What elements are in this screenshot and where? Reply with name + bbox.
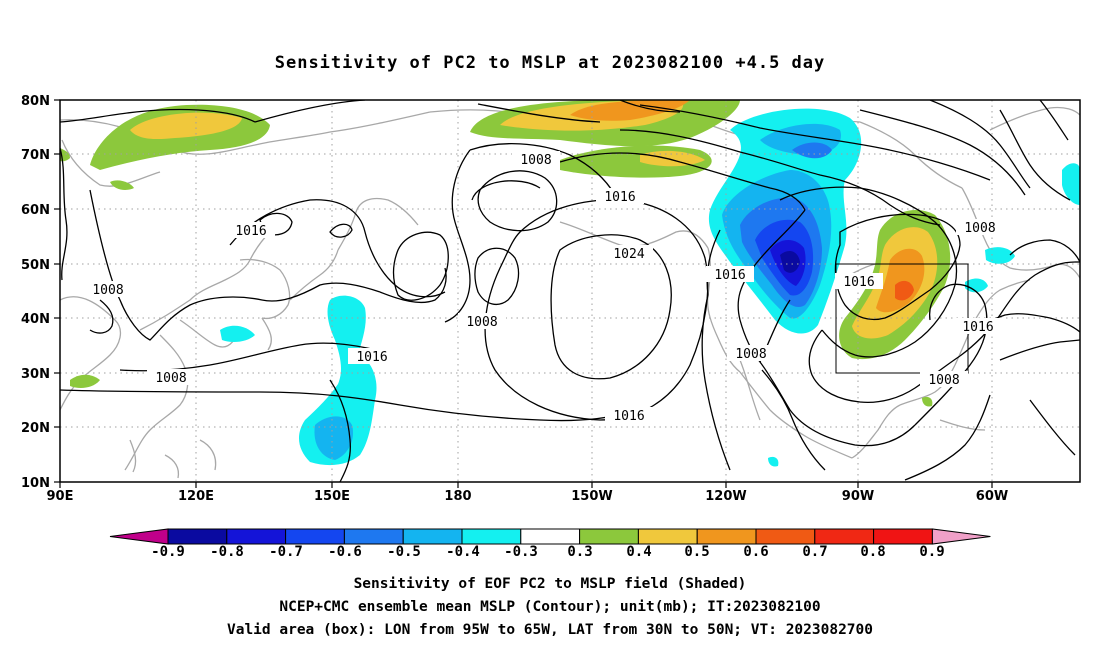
svg-text:1008: 1008 xyxy=(735,347,766,362)
svg-text:1016: 1016 xyxy=(356,350,387,365)
lat-label: 80N xyxy=(21,94,50,109)
colorbar-label: -0.8 xyxy=(210,544,244,560)
colorbar-box xyxy=(226,528,287,545)
svg-text:1016: 1016 xyxy=(962,320,993,335)
contour-label: 1008 xyxy=(147,369,195,386)
colorbar-boxes xyxy=(109,528,991,545)
contour-label: 1016 xyxy=(348,348,396,365)
map-title: Sensitivity of PC2 to MSLP at 2023082100… xyxy=(275,53,826,73)
svg-text:1008: 1008 xyxy=(520,153,551,168)
lat-label: 40N xyxy=(21,312,50,327)
svg-text:1016: 1016 xyxy=(235,224,266,239)
lat-label: 60N xyxy=(21,203,50,218)
colorbar-label: -0.4 xyxy=(446,544,480,560)
contour-label: 1016 xyxy=(706,266,754,283)
colorbar-label: 0.6 xyxy=(743,544,768,560)
lon-label: 90W xyxy=(842,489,874,504)
svg-text:1016: 1016 xyxy=(613,409,644,424)
colorbar-box xyxy=(814,528,875,545)
contour-label: 1008 xyxy=(458,313,506,330)
colorbar: -0.9 -0.8 -0.7 -0.6 -0.5 -0.4 -0.3 0.3 0… xyxy=(109,528,991,560)
contour-label: 1008 xyxy=(956,219,1004,236)
colorbar-box xyxy=(579,528,639,545)
svg-text:1008: 1008 xyxy=(92,283,123,298)
contour-label: 1024 xyxy=(605,245,653,262)
colorbar-labels: -0.9 -0.8 -0.7 -0.6 -0.5 -0.4 -0.3 0.3 0… xyxy=(151,544,945,560)
colorbar-label: 0.3 xyxy=(567,544,592,560)
lon-label: 90E xyxy=(47,489,74,504)
contour-label: 1008 xyxy=(920,371,968,388)
lon-label: 150E xyxy=(314,489,350,504)
svg-text:1008: 1008 xyxy=(928,373,959,388)
colorbar-box xyxy=(285,528,345,545)
contour-label: 1008 xyxy=(84,281,132,298)
colorbar-label: 0.9 xyxy=(919,544,944,560)
contour-label: 1008 xyxy=(512,151,560,168)
colorbar-box xyxy=(755,528,816,545)
svg-text:1008: 1008 xyxy=(155,371,186,386)
svg-text:1008: 1008 xyxy=(964,221,995,236)
contour-label: 1016 xyxy=(954,318,1002,335)
lon-label: 180 xyxy=(444,489,471,504)
colorbar-label: -0.3 xyxy=(504,544,538,560)
colorbar-label: -0.7 xyxy=(269,544,303,560)
lon-label: 60W xyxy=(976,489,1008,504)
colorbar-label: 0.8 xyxy=(860,544,885,560)
lon-label: 120W xyxy=(705,489,746,504)
lat-axis: 80N 70N 60N 50N 40N 30N 20N 10N xyxy=(21,94,60,491)
colorbar-label: 0.7 xyxy=(802,544,827,560)
colorbar-box xyxy=(696,528,757,545)
caption-line-1: Sensitivity of EOF PC2 to MSLP field (Sh… xyxy=(354,576,747,592)
contour-label: 1016 xyxy=(605,407,653,424)
lon-label: 120E xyxy=(178,489,214,504)
colorbar-label: 0.4 xyxy=(626,544,651,560)
lat-label: 30N xyxy=(21,367,50,382)
contour-label: 1016 xyxy=(227,222,275,239)
lon-label: 150W xyxy=(571,489,612,504)
contour-label: 1016 xyxy=(596,188,644,205)
caption-line-3: Valid area (box): LON from 95W to 65W, L… xyxy=(227,622,873,638)
colorbar-label: -0.5 xyxy=(387,544,421,560)
svg-text:1016: 1016 xyxy=(604,190,635,205)
colorbar-label: -0.9 xyxy=(151,544,185,560)
caption-line-2: NCEP+CMC ensemble mean MSLP (Contour); u… xyxy=(279,599,820,615)
svg-text:1016: 1016 xyxy=(843,275,874,290)
colorbar-box xyxy=(873,528,933,545)
colorbar-box xyxy=(520,528,581,545)
colorbar-box xyxy=(402,528,463,545)
colorbar-arrow-left xyxy=(109,528,169,545)
lat-label: 70N xyxy=(21,148,50,163)
colorbar-box xyxy=(637,528,698,545)
svg-text:1024: 1024 xyxy=(613,247,644,262)
contour-label: 1008 xyxy=(727,345,775,362)
svg-text:1008: 1008 xyxy=(466,315,497,330)
colorbar-box xyxy=(461,528,522,545)
colorbar-box xyxy=(343,528,404,545)
lat-label: 10N xyxy=(21,476,50,491)
sensitivity-shading xyxy=(60,100,1080,467)
lat-label: 20N xyxy=(21,421,50,436)
colorbar-arrow-right xyxy=(931,528,991,545)
contour-label: 1016 xyxy=(835,273,883,290)
colorbar-label: 0.5 xyxy=(684,544,709,560)
lon-axis: 90E 120E 150E 180 150W 120W 90W 60W xyxy=(47,482,1008,504)
colorbar-box xyxy=(167,528,228,545)
map-frame xyxy=(59,99,1081,483)
contour-labels: 1008 1016 1024 1016 1008 1016 1008 1016 … xyxy=(84,151,1004,424)
lat-label: 50N xyxy=(21,258,50,273)
svg-text:1016: 1016 xyxy=(714,268,745,283)
colorbar-label: -0.6 xyxy=(328,544,362,560)
